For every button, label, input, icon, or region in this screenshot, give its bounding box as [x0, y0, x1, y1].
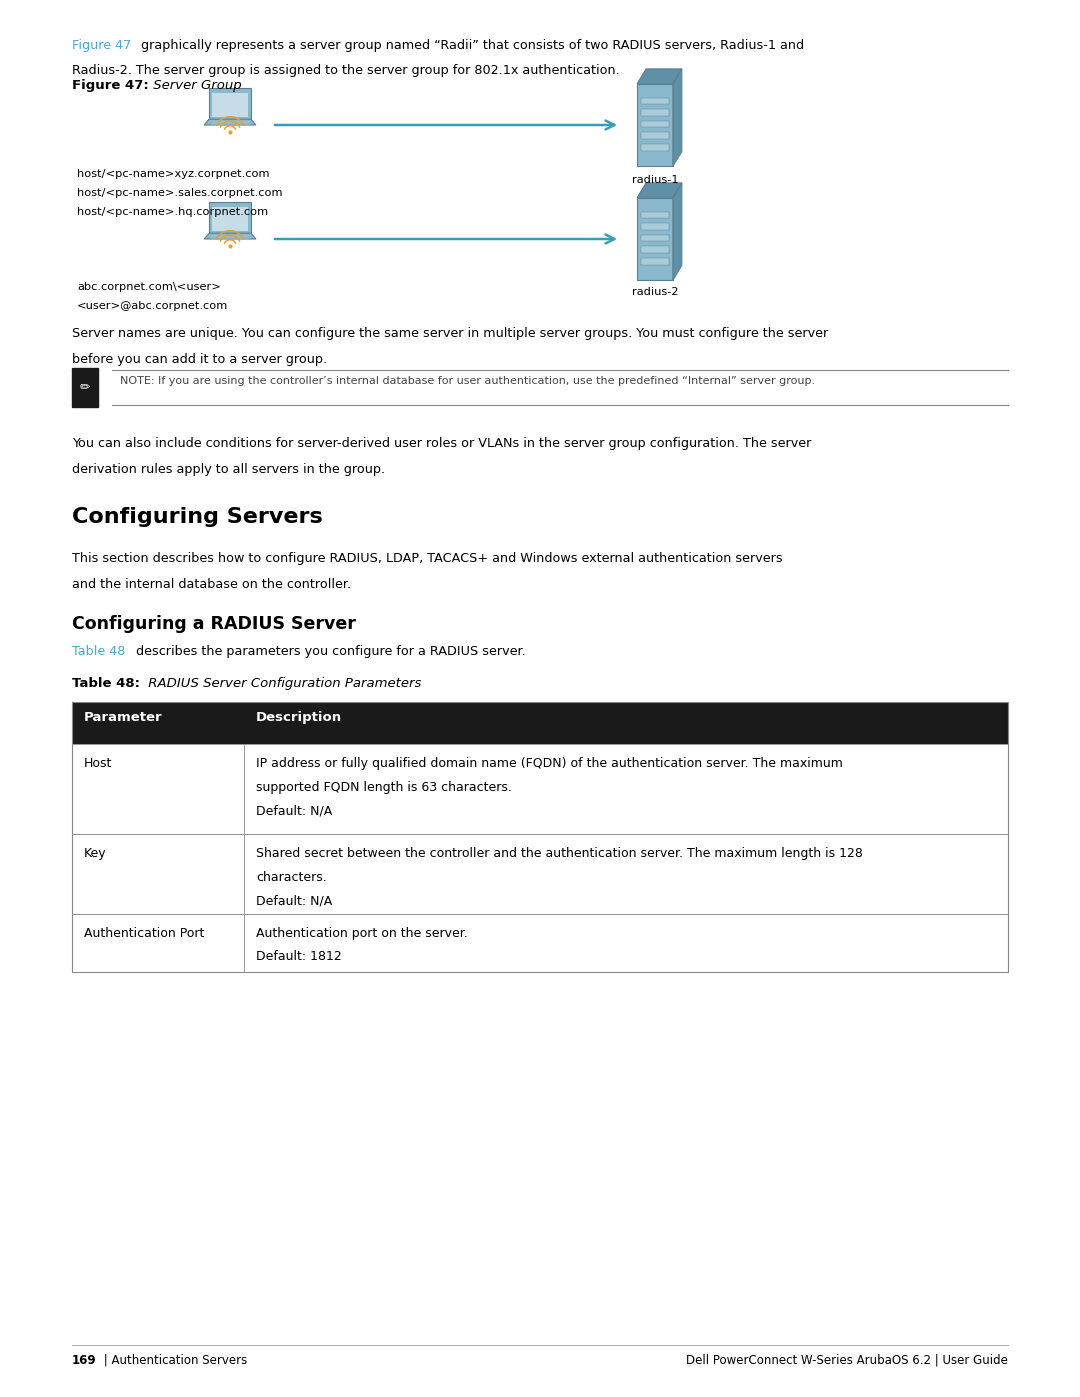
Text: RADIUS Server Configuration Parameters: RADIUS Server Configuration Parameters: [144, 678, 421, 690]
Text: supported FQDN length is 63 characters.: supported FQDN length is 63 characters.: [256, 781, 512, 793]
Text: and the internal database on the controller.: and the internal database on the control…: [72, 578, 351, 591]
Text: abc.corpnet.com\<user>: abc.corpnet.com\<user>: [77, 282, 221, 292]
Text: Key: Key: [84, 847, 107, 861]
Text: <user>@abc.corpnet.com: <user>@abc.corpnet.com: [77, 300, 228, 312]
Text: Server Group: Server Group: [149, 80, 242, 92]
Text: Default: N/A: Default: N/A: [256, 894, 333, 907]
Text: | Authentication Servers: | Authentication Servers: [100, 1354, 247, 1368]
Text: Host: Host: [84, 757, 112, 770]
Polygon shape: [673, 68, 681, 166]
Polygon shape: [673, 183, 681, 281]
FancyBboxPatch shape: [72, 703, 1008, 745]
Polygon shape: [642, 246, 669, 253]
Polygon shape: [642, 133, 669, 140]
Polygon shape: [637, 198, 673, 281]
Polygon shape: [213, 92, 247, 117]
Text: Radius-2. The server group is assigned to the server group for 802.1x authentica: Radius-2. The server group is assigned t…: [72, 64, 620, 77]
Polygon shape: [642, 224, 669, 231]
Text: This section describes how to configure RADIUS, LDAP, TACACS+ and Windows extern: This section describes how to configure …: [72, 552, 783, 564]
Text: Authentication port on the server.: Authentication port on the server.: [256, 928, 468, 940]
Text: characters.: characters.: [256, 870, 327, 883]
Text: Table 48: Table 48: [72, 645, 125, 658]
Polygon shape: [642, 144, 669, 151]
Text: graphically represents a server group named “Radii” that consists of two RADIUS : graphically represents a server group na…: [137, 39, 805, 52]
Polygon shape: [642, 98, 669, 105]
Text: host/<pc-name>.sales.corpnet.com: host/<pc-name>.sales.corpnet.com: [77, 189, 283, 198]
Text: host/<pc-name>.hq.corpnet.com: host/<pc-name>.hq.corpnet.com: [77, 207, 268, 217]
Text: derivation rules apply to all servers in the group.: derivation rules apply to all servers in…: [72, 462, 386, 476]
Polygon shape: [642, 258, 669, 264]
Polygon shape: [642, 235, 669, 242]
FancyBboxPatch shape: [72, 914, 1008, 972]
FancyBboxPatch shape: [72, 367, 98, 407]
Polygon shape: [637, 68, 681, 84]
Text: NOTE: If you are using the controller’s internal database for user authenticatio: NOTE: If you are using the controller’s …: [120, 376, 815, 386]
Text: Server names are unique. You can configure the same server in multiple server gr: Server names are unique. You can configu…: [72, 327, 828, 339]
Text: host/<pc-name>xyz.corpnet.com: host/<pc-name>xyz.corpnet.com: [77, 169, 270, 179]
Polygon shape: [213, 207, 247, 231]
Text: Dell PowerConnect W-Series ArubaOS 6.2 | User Guide: Dell PowerConnect W-Series ArubaOS 6.2 |…: [686, 1354, 1008, 1368]
Polygon shape: [642, 122, 669, 127]
Text: You can also include conditions for server-derived user roles or VLANs in the se: You can also include conditions for serv…: [72, 437, 811, 450]
Text: Configuring a RADIUS Server: Configuring a RADIUS Server: [72, 615, 356, 633]
FancyBboxPatch shape: [72, 745, 1008, 834]
Text: Figure 47: Figure 47: [72, 39, 132, 52]
Polygon shape: [642, 109, 669, 116]
Text: 169: 169: [72, 1354, 96, 1368]
Text: Description: Description: [256, 711, 342, 724]
Text: ✏: ✏: [80, 381, 91, 394]
Text: Configuring Servers: Configuring Servers: [72, 507, 323, 527]
Polygon shape: [210, 88, 251, 120]
Text: Figure 47:: Figure 47:: [72, 80, 149, 92]
Text: Table 48:: Table 48:: [72, 678, 140, 690]
Text: Parameter: Parameter: [84, 711, 163, 724]
Text: radius-1: radius-1: [632, 175, 678, 184]
Polygon shape: [210, 201, 251, 235]
Polygon shape: [637, 84, 673, 166]
FancyBboxPatch shape: [72, 834, 1008, 914]
Text: Shared secret between the controller and the authentication server. The maximum : Shared secret between the controller and…: [256, 847, 863, 861]
Text: radius-2: radius-2: [632, 286, 678, 298]
Polygon shape: [642, 212, 669, 218]
Text: describes the parameters you configure for a RADIUS server.: describes the parameters you configure f…: [132, 645, 526, 658]
Text: Default: 1812: Default: 1812: [256, 950, 341, 964]
Polygon shape: [204, 233, 256, 239]
Text: Authentication Port: Authentication Port: [84, 928, 204, 940]
Text: Default: N/A: Default: N/A: [256, 805, 333, 817]
Text: IP address or fully qualified domain name (FQDN) of the authentication server. T: IP address or fully qualified domain nam…: [256, 757, 842, 770]
Polygon shape: [204, 119, 256, 124]
Polygon shape: [637, 183, 681, 198]
Text: before you can add it to a server group.: before you can add it to a server group.: [72, 353, 327, 366]
